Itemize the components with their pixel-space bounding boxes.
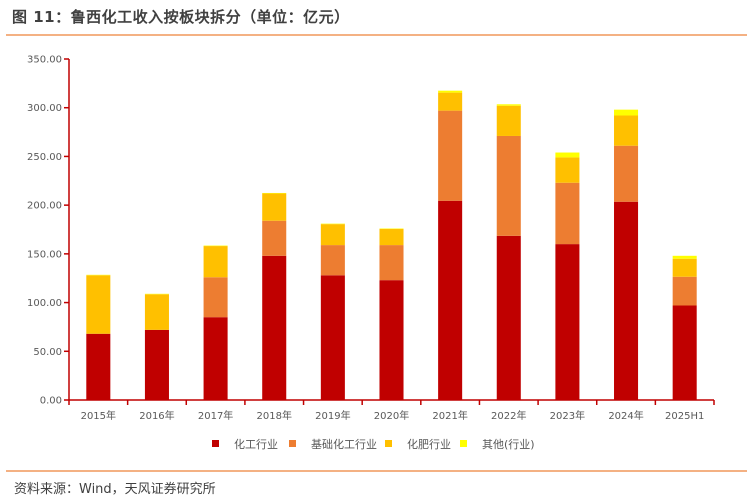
bar-segment bbox=[379, 229, 404, 246]
y-tick-label: 250.00 bbox=[27, 152, 62, 163]
legend-swatch bbox=[385, 440, 392, 447]
source-note: 资料来源：Wind，天风证券研究所 bbox=[14, 482, 216, 497]
bar-segment bbox=[86, 275, 111, 334]
legend-label: 基础化工行业 bbox=[311, 437, 377, 451]
bar-segment bbox=[262, 193, 287, 221]
legend-swatch bbox=[460, 440, 467, 447]
bar-segment bbox=[672, 255, 697, 259]
bar-segment bbox=[438, 90, 463, 93]
bar-segment bbox=[496, 235, 521, 400]
legend-swatch bbox=[289, 440, 296, 447]
bar-segment bbox=[496, 105, 521, 136]
bar-segment bbox=[614, 109, 639, 116]
bar-segment bbox=[262, 220, 287, 256]
bar-segment bbox=[555, 182, 580, 245]
x-tick-label: 2016年 bbox=[139, 409, 174, 422]
x-tick-label: 2025H1 bbox=[665, 411, 704, 422]
bar-segment bbox=[672, 305, 697, 400]
legend-swatch bbox=[212, 440, 219, 447]
x-tick-label: 2023年 bbox=[550, 409, 585, 422]
legend-label: 化工行业 bbox=[234, 437, 278, 451]
bar-segment bbox=[203, 277, 228, 318]
x-tick-label: 2019年 bbox=[315, 409, 350, 422]
figure-title: 图 11：鲁西化工收入按板块拆分（单位：亿元） bbox=[12, 8, 350, 26]
x-tick-label: 2018年 bbox=[257, 409, 292, 422]
bar-segment bbox=[144, 329, 169, 400]
legend-label: 化肥行业 bbox=[407, 437, 451, 451]
y-tick-label: 0.00 bbox=[40, 396, 62, 407]
bar-segment bbox=[144, 294, 169, 330]
bar-segment bbox=[438, 92, 463, 111]
bar-segment bbox=[262, 255, 287, 400]
y-tick-label: 200.00 bbox=[27, 201, 62, 212]
bar-segment bbox=[614, 145, 639, 202]
bar-segment bbox=[320, 224, 345, 246]
x-tick-label: 2024年 bbox=[608, 409, 643, 422]
y-tick-label: 100.00 bbox=[27, 298, 62, 309]
title-divider bbox=[6, 34, 747, 36]
x-tick-label: 2015年 bbox=[81, 409, 116, 422]
bar-segment bbox=[320, 275, 345, 400]
y-tick-label: 150.00 bbox=[27, 249, 62, 260]
legend: 化工行业 基础化工行业 化肥行业 其他(行业) bbox=[212, 437, 535, 451]
bar-segment bbox=[496, 135, 521, 236]
bar-segment bbox=[379, 245, 404, 281]
bar-segment bbox=[496, 104, 521, 106]
legend-label: 其他(行业) bbox=[482, 438, 535, 451]
bar-segment bbox=[438, 110, 463, 201]
bar-segment bbox=[614, 115, 639, 146]
bar-segment bbox=[555, 157, 580, 183]
x-tick-label: 2021年 bbox=[432, 409, 467, 422]
source-divider bbox=[6, 470, 747, 472]
bar-segment bbox=[672, 276, 697, 306]
stacked-bar-chart: 0.00 50.00 100.00 150.00 200.00 250.00 300.00 3… bbox=[27, 55, 715, 451]
y-tick-label: 350.00 bbox=[27, 55, 62, 66]
y-tick-label: 50.00 bbox=[33, 347, 62, 358]
bar-segment bbox=[86, 333, 111, 400]
bars-layer bbox=[86, 90, 697, 400]
bar-segment bbox=[203, 246, 228, 278]
y-tick-label: 300.00 bbox=[27, 103, 62, 114]
x-tick-label: 2020年 bbox=[374, 409, 409, 422]
bar-segment bbox=[379, 280, 404, 400]
bar-segment bbox=[438, 200, 463, 400]
x-tick-label: 2017年 bbox=[198, 409, 233, 422]
bar-segment bbox=[614, 201, 639, 400]
bar-segment bbox=[555, 152, 580, 158]
bar-segment bbox=[672, 258, 697, 277]
bar-segment bbox=[320, 245, 345, 276]
x-tick-label: 2022年 bbox=[491, 409, 526, 422]
bar-segment bbox=[555, 244, 580, 400]
axes-layer: 0.00 50.00 100.00 150.00 200.00 250.00 300.00 3… bbox=[27, 55, 715, 422]
bar-segment bbox=[203, 317, 228, 400]
